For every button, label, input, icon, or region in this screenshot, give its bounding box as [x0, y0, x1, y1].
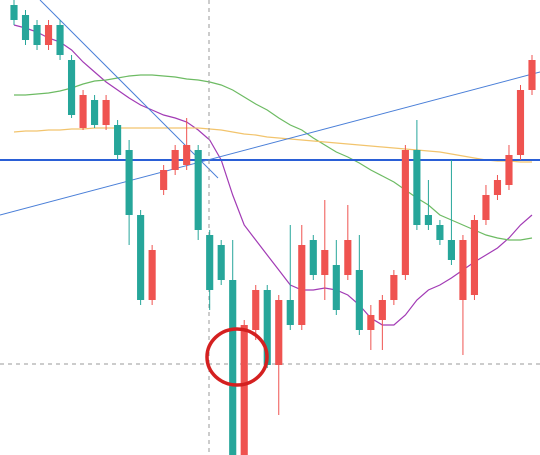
candle-body [171, 150, 179, 170]
trend-line [0, 71, 540, 216]
candle-body [459, 240, 467, 300]
candle-body [275, 300, 283, 365]
candle-body [516, 90, 525, 155]
candle-body [183, 145, 191, 165]
candle-body [470, 220, 479, 295]
candle-body [91, 100, 99, 125]
candle-body [355, 270, 363, 330]
candle-body [56, 25, 64, 55]
moving-average-line [13, 127, 532, 163]
candle-layer [10, 0, 536, 455]
candle-body [493, 180, 502, 195]
indicator-layer [0, 24, 540, 326]
candle-body [286, 300, 294, 325]
candle-body [252, 290, 260, 330]
candle-body [447, 240, 455, 260]
candle-body [505, 155, 513, 185]
candle-body [67, 60, 76, 115]
candle-body [528, 60, 536, 90]
candle-body [125, 150, 133, 215]
candle-body [217, 245, 225, 280]
candle-body [44, 25, 53, 45]
candle-body [137, 215, 145, 300]
candle-body [148, 250, 156, 300]
candle-body [240, 325, 248, 455]
candle-body [378, 300, 386, 320]
candle-body [206, 235, 214, 290]
candle-body [21, 15, 30, 40]
candle-body [229, 280, 237, 455]
candle-body [298, 245, 306, 325]
candle-body [321, 250, 329, 275]
candle-body [390, 275, 398, 300]
moving-average-line [13, 24, 533, 326]
candle-body [367, 315, 375, 330]
candle-body [79, 95, 87, 128]
highlight-circle [205, 327, 269, 387]
candle-body [114, 125, 122, 155]
candle-body [413, 150, 421, 225]
candle-body [160, 170, 168, 190]
candle-body [401, 150, 409, 275]
candle-body [263, 290, 271, 365]
moving-average-line [14, 74, 533, 241]
candle-body [436, 225, 444, 240]
candle-body [344, 240, 352, 275]
candle-body [194, 150, 202, 230]
candle-body [482, 195, 490, 220]
candle-body [332, 265, 340, 310]
candle-body [102, 100, 110, 125]
candle-body [424, 215, 432, 225]
candle-body [10, 5, 18, 20]
candle-body [309, 240, 317, 275]
candle-body [33, 25, 41, 45]
